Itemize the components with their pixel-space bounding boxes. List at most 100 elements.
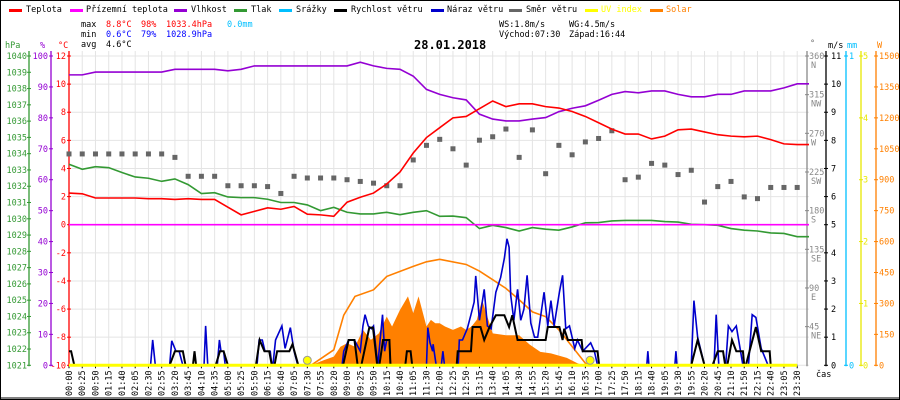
solar-tick-label: 900 bbox=[879, 176, 894, 186]
x-tick-label: 13:40 bbox=[489, 370, 499, 396]
direction-tick-label: 315 bbox=[809, 91, 824, 101]
solar-tick-label: 1350 bbox=[879, 83, 899, 93]
x-tick-label: 00:25 bbox=[78, 370, 88, 396]
compass-label: W bbox=[811, 138, 817, 148]
x-tick-label: 09:25 bbox=[356, 370, 366, 396]
solar-tick-label: 150 bbox=[879, 330, 894, 340]
pressure-tick-label: 1038 bbox=[7, 85, 27, 95]
temperature-tick-label: -6 bbox=[56, 305, 66, 315]
x-tick-label: 16:35 bbox=[581, 370, 591, 396]
direction-point bbox=[715, 184, 721, 190]
x-tick-label: 07:30 bbox=[303, 370, 313, 396]
solar-tick-label: 600 bbox=[879, 238, 894, 248]
wind-tick-label: 11 bbox=[831, 52, 841, 62]
pressure-tick-label: 1025 bbox=[7, 296, 27, 306]
uv-tick-label: 4 bbox=[863, 114, 868, 124]
x-tick-label: 09:50 bbox=[370, 370, 380, 396]
temperature-tick-label: -8 bbox=[56, 333, 66, 343]
x-tick-label: 11:05 bbox=[409, 370, 419, 396]
direction-tick-label: 270 bbox=[809, 129, 824, 139]
legend-swatch bbox=[279, 9, 292, 12]
solar-unit: W bbox=[877, 41, 883, 51]
compass-label: SW bbox=[811, 177, 822, 187]
x-tick-label: 02:05 bbox=[131, 370, 141, 396]
direction-point bbox=[119, 151, 125, 157]
legend-item: UV index bbox=[601, 5, 642, 15]
direction-point bbox=[662, 162, 668, 168]
uv-tick-label: 5 bbox=[863, 52, 868, 62]
humidity-tick-label: 100 bbox=[33, 52, 48, 62]
legend-swatch bbox=[650, 9, 663, 12]
direction-point bbox=[66, 151, 72, 157]
legend-item: Vlhkost bbox=[191, 5, 227, 15]
x-tick-label: 15:45 bbox=[555, 370, 565, 396]
temperature-tick-label: 2 bbox=[61, 193, 66, 203]
pressure-tick-label: 1029 bbox=[7, 231, 27, 241]
legend-item: Teplota bbox=[26, 5, 62, 15]
stat-label: min bbox=[81, 30, 97, 40]
x-tick-label: 18:40 bbox=[648, 370, 658, 396]
wind-tick-label: 10 bbox=[831, 80, 841, 90]
direction-point bbox=[476, 137, 482, 143]
x-tick-label: 19:55 bbox=[687, 370, 697, 396]
wind-tick-label: 0 bbox=[831, 361, 836, 371]
x-tick-label: 23:30 bbox=[793, 370, 803, 396]
x-tick-label: 02:55 bbox=[158, 370, 168, 396]
stat-wind-gust: WG:4.5m/s bbox=[569, 20, 616, 30]
pressure-tick-label: 1036 bbox=[7, 117, 27, 127]
stat-wind-speed: WS:1.8m/s bbox=[499, 20, 546, 30]
wind-tick-label: 4 bbox=[831, 249, 836, 259]
x-tick-label: 23:05 bbox=[780, 370, 790, 396]
rain-tick-label: 1 bbox=[849, 52, 854, 62]
humidity-tick-label: 80 bbox=[38, 114, 48, 124]
direction-point bbox=[92, 151, 98, 157]
direction-point bbox=[291, 173, 297, 179]
x-tick-label: 14:30 bbox=[515, 370, 525, 396]
pressure-tick-label: 1022 bbox=[7, 345, 27, 355]
direction-point bbox=[688, 167, 694, 173]
direction-point bbox=[225, 183, 231, 189]
x-tick-label: 21:10 bbox=[727, 370, 737, 396]
uv-tick-label: 0 bbox=[863, 361, 868, 371]
stat-max-pressure: 1033.4hPa bbox=[166, 20, 213, 30]
direction-point bbox=[609, 128, 615, 134]
compass-label: E bbox=[811, 293, 816, 303]
stat-max-temp: 8.8°C bbox=[106, 20, 132, 30]
direction-tick-label: 180 bbox=[809, 207, 824, 217]
temperature-tick-label: -4 bbox=[56, 277, 66, 287]
direction-point bbox=[768, 184, 774, 190]
direction-tick-label: 135 bbox=[809, 245, 824, 255]
direction-point bbox=[410, 157, 416, 163]
pressure-tick-label: 1033 bbox=[7, 166, 27, 176]
solar-tick-label: 450 bbox=[879, 269, 894, 279]
direction-point bbox=[596, 135, 602, 141]
direction-point bbox=[79, 151, 85, 157]
stat-label: avg bbox=[81, 40, 97, 50]
legend-swatch bbox=[9, 9, 22, 12]
temperature-tick-label: 6 bbox=[61, 136, 66, 146]
humidity-tick-label: 10 bbox=[38, 330, 48, 340]
direction-point bbox=[503, 126, 509, 132]
x-tick-label: 10:40 bbox=[396, 370, 406, 396]
direction-point bbox=[516, 154, 522, 160]
direction-point bbox=[794, 184, 800, 190]
x-axis-label: čas bbox=[816, 370, 832, 380]
series-3-line bbox=[68, 163, 809, 238]
direction-point bbox=[463, 162, 469, 168]
direction-point bbox=[159, 151, 165, 157]
stat-min-humidity: 79% bbox=[141, 30, 157, 40]
compass-label: NE bbox=[811, 332, 821, 342]
x-tick-label: 01:40 bbox=[118, 370, 128, 396]
direction-point bbox=[582, 139, 588, 145]
direction-point bbox=[172, 154, 178, 160]
x-tick-label: 14:55 bbox=[528, 370, 538, 396]
legend-swatch bbox=[509, 9, 522, 12]
wind-tick-label: 9 bbox=[831, 108, 836, 118]
pressure-tick-label: 1028 bbox=[7, 247, 27, 257]
x-tick-label: 21:50 bbox=[740, 370, 750, 396]
x-tick-label: 19:30 bbox=[674, 370, 684, 396]
x-tick-label: 08:20 bbox=[330, 370, 340, 396]
x-tick-label: 05:00 bbox=[224, 370, 234, 396]
wind-tick-label: 8 bbox=[831, 136, 836, 146]
temperature-tick-label: -2 bbox=[56, 249, 66, 259]
